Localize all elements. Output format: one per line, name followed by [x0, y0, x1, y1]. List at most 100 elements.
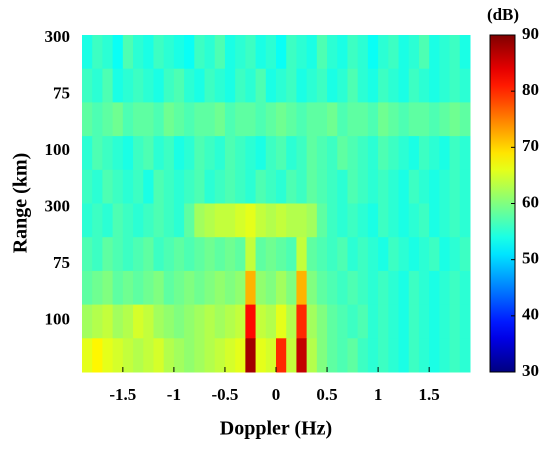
heatmap-cell — [306, 237, 318, 272]
heatmap-cell — [224, 35, 236, 70]
heatmap-cell — [337, 68, 348, 103]
heatmap-cell — [194, 304, 206, 339]
heatmap-cell — [204, 304, 216, 339]
heatmap-cell — [112, 136, 124, 171]
heatmap-cell — [408, 169, 420, 204]
heatmap-cell — [102, 35, 114, 70]
heatmap-cell — [357, 270, 369, 306]
heatmap-cell — [429, 169, 440, 204]
heatmap-cell — [367, 270, 379, 306]
heatmap-cell — [439, 237, 451, 272]
heatmap-cell — [122, 35, 134, 70]
heatmap-cell — [184, 304, 195, 339]
heatmap-cell — [173, 203, 185, 238]
heatmap-cell — [296, 35, 308, 70]
heatmap-cell — [255, 68, 267, 103]
heatmap-cell — [378, 237, 389, 272]
heatmap-cell — [439, 338, 451, 373]
heatmap-cell — [204, 136, 216, 171]
heatmap-cell — [439, 136, 451, 171]
heatmap-cell — [173, 237, 185, 272]
heatmap-cell — [378, 338, 389, 373]
heatmap-cell — [316, 68, 328, 103]
heatmap-cell — [296, 169, 308, 204]
heatmap-cell — [378, 136, 389, 171]
heatmap-cell — [429, 68, 440, 103]
heatmap-cell — [459, 102, 471, 137]
colorbar-tick-label: 70 — [522, 136, 539, 155]
heatmap-cell — [143, 68, 154, 103]
heatmap-cell — [357, 304, 369, 339]
heatmap-cell — [102, 237, 114, 272]
heatmap-cell — [449, 68, 461, 103]
heatmap-cell — [173, 270, 185, 306]
heatmap-cell — [418, 338, 430, 373]
heatmap-cell — [296, 68, 308, 103]
heatmap-cell — [153, 338, 165, 373]
heatmap-cell — [112, 68, 124, 103]
heatmap-cell — [82, 270, 93, 306]
heatmap-cell — [388, 35, 400, 70]
heatmap-cell — [286, 304, 297, 339]
heatmap-cell — [112, 270, 124, 306]
heatmap-cell — [82, 338, 93, 373]
heatmap-cell — [194, 102, 206, 137]
heatmap-cell — [153, 169, 165, 204]
heatmap-cell — [357, 136, 369, 171]
heatmap-cell — [235, 136, 246, 171]
heatmap-cell — [337, 270, 348, 306]
heatmap-cell — [204, 68, 216, 103]
heatmap-cell — [459, 68, 471, 103]
heatmap-cell — [153, 203, 165, 238]
heatmap-cell — [204, 203, 216, 238]
heatmap-cell — [347, 102, 359, 137]
heatmap-cell — [276, 338, 287, 373]
heatmap-cell — [337, 35, 348, 70]
heatmap-cell — [306, 304, 318, 339]
heatmap-cell — [163, 169, 175, 204]
colorbar-tick-label: 80 — [522, 80, 539, 99]
heatmap-cell — [459, 169, 471, 204]
heatmap-cell — [439, 169, 451, 204]
heatmap-cell — [388, 136, 400, 171]
heatmap-cell — [235, 68, 246, 103]
heatmap-cell — [337, 136, 348, 171]
heatmap-cell — [245, 203, 257, 238]
heatmap-cell — [357, 203, 369, 238]
heatmap-cell — [255, 338, 267, 373]
heatmap-cell — [133, 203, 144, 238]
heatmap-cell — [255, 102, 267, 137]
heatmap-cell — [194, 68, 206, 103]
heatmap-cell — [235, 102, 246, 137]
heatmap-cell — [276, 203, 287, 238]
heatmap-cell — [184, 237, 195, 272]
heatmap-cell — [327, 68, 338, 103]
heatmap-cell — [194, 203, 206, 238]
heatmap-cell — [224, 304, 236, 339]
heatmap-cell — [347, 169, 359, 204]
heatmap-cell — [439, 68, 451, 103]
heatmap-cell — [112, 237, 124, 272]
heatmap-cell — [214, 338, 226, 373]
heatmap-cell — [82, 35, 93, 70]
heatmap-cell — [245, 304, 257, 339]
heatmap-cell — [367, 136, 379, 171]
heatmap-cell — [398, 169, 410, 204]
heatmap-cell — [153, 237, 165, 272]
heatmap-cell — [102, 338, 114, 373]
heatmap-cell — [224, 68, 236, 103]
y-tick-label: 100 — [45, 309, 71, 328]
heatmap-cell — [92, 102, 103, 137]
heatmap-cell — [133, 304, 144, 339]
heatmap-cell — [112, 203, 124, 238]
x-tick-label: 0 — [272, 385, 281, 404]
heatmap-cell — [163, 270, 175, 306]
heatmap-cell — [449, 169, 461, 204]
heatmap-cell — [214, 203, 226, 238]
heatmap-cell — [102, 136, 114, 171]
heatmap-cell — [459, 237, 471, 272]
heatmap-cell — [163, 237, 175, 272]
heatmap-cell — [347, 35, 359, 70]
heatmap-cell — [306, 203, 318, 238]
heatmap-cell — [276, 102, 287, 137]
